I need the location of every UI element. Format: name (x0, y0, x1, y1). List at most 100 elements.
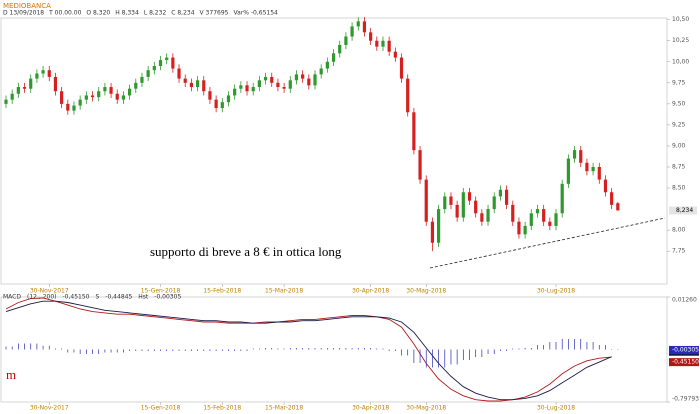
candle-body (591, 166, 595, 172)
last-price-box (669, 206, 697, 215)
candle-body (4, 99, 8, 104)
x-tick-label: 15-Feb-2018 (203, 405, 241, 412)
candle-body (189, 82, 193, 88)
candle-body (90, 95, 95, 98)
candle-body (486, 209, 490, 222)
candle-body (474, 200, 478, 214)
candle-body (165, 57, 169, 61)
y-tick-label: 8,00 (672, 227, 686, 234)
info-item: C 8,234 (171, 10, 194, 17)
candle-body (146, 70, 150, 77)
support-trendline (429, 217, 666, 269)
candle-body (381, 40, 385, 47)
candle-body (239, 85, 243, 89)
candle-body (294, 74, 299, 81)
candle-body (60, 91, 64, 104)
x-tick-label: 15-Feb-2018 (203, 288, 241, 295)
x-tick-label: 30-Lug-2018 (537, 288, 575, 295)
x-tick-label: 30-Apr-2018 (352, 405, 389, 412)
candle-body (350, 26, 354, 37)
info-item: D 13/09/2018 (3, 10, 44, 17)
candle-body (233, 88, 237, 96)
candle-body (282, 87, 286, 89)
candle-body (461, 192, 465, 218)
info-item: Var% -0,65154 (233, 10, 278, 17)
candle-body (418, 150, 422, 180)
candle-body (597, 166, 601, 180)
x-tick-label: 30-Lug-2018 (537, 405, 575, 412)
candle-body (424, 179, 428, 222)
y-tick-label: 10,00 (672, 58, 689, 65)
candle-body (66, 103, 70, 111)
candle-body (542, 209, 546, 222)
candle-body (338, 44, 342, 54)
candle-body (10, 93, 14, 100)
y-tick-label: -0,79793 (672, 396, 699, 403)
candle-body (128, 88, 132, 96)
last-price-label: 8,234 (676, 207, 693, 214)
candle-body (134, 82, 138, 89)
y-tick-label: 8,50 (672, 185, 686, 192)
info-item: T 00.00.00 (48, 10, 81, 17)
candle-body (579, 150, 583, 163)
candle-body (313, 74, 317, 86)
macd-panel (0, 296, 668, 403)
candle-body (208, 91, 212, 100)
y-tick-label: 9,50 (672, 100, 686, 107)
candle-body (344, 36, 348, 45)
candle-body (319, 68, 323, 75)
candle-body (517, 221, 521, 235)
legend-name: MACD (3, 294, 21, 301)
y-tick-label: 9,00 (672, 142, 686, 149)
candle-body (406, 78, 410, 113)
candle-body (84, 95, 88, 100)
candle-body (356, 21, 360, 27)
candle-body (22, 87, 27, 89)
macd-line (5, 300, 612, 401)
candle-body (498, 189, 502, 197)
candle-body (41, 70, 45, 74)
candle-body (29, 78, 33, 89)
candle-body (263, 76, 268, 81)
candle-body (585, 162, 589, 172)
candle-body (511, 204, 515, 222)
candle-body (115, 93, 119, 100)
candle-body (566, 158, 570, 184)
candle-body (158, 60, 163, 66)
candle-body (504, 189, 509, 205)
candle-body (572, 150, 577, 159)
legend-value: -0,45150 (63, 294, 90, 301)
candle-body (257, 80, 261, 88)
candle-body (399, 57, 404, 79)
x-tick-label: 30-Nov-2017 (30, 288, 69, 295)
info-item: V 377695 (200, 10, 229, 17)
candle-body (430, 221, 435, 243)
candle-body (393, 51, 397, 58)
y-tick-label: 9,25 (672, 121, 686, 128)
candle-body (226, 95, 231, 103)
chart-title: MEDIOBANCA (3, 2, 51, 10)
candle-body (369, 32, 373, 41)
x-tick-label: 30-Apr-2018 (352, 288, 389, 295)
legend-name: S (95, 294, 99, 301)
macd-params: (12 , 200) (27, 294, 57, 301)
legend-value: -0,00305 (154, 294, 181, 301)
candle-body (548, 221, 552, 226)
candle-body (35, 73, 39, 79)
x-tick-label: 15-Mar-2018 (265, 288, 303, 295)
last-value-label: -0,00305 (672, 346, 699, 353)
y-tick-label: 9,75 (672, 79, 686, 86)
price-panel (0, 17, 668, 285)
candle-body (183, 78, 187, 83)
candle-body (171, 57, 175, 69)
candle-body (375, 40, 379, 47)
candle-body (245, 85, 249, 92)
candle-body (331, 53, 336, 62)
candle-body (270, 76, 274, 83)
candle-body (251, 87, 255, 92)
candle-body (220, 102, 224, 109)
y-tick-label: 8,75 (672, 163, 686, 170)
